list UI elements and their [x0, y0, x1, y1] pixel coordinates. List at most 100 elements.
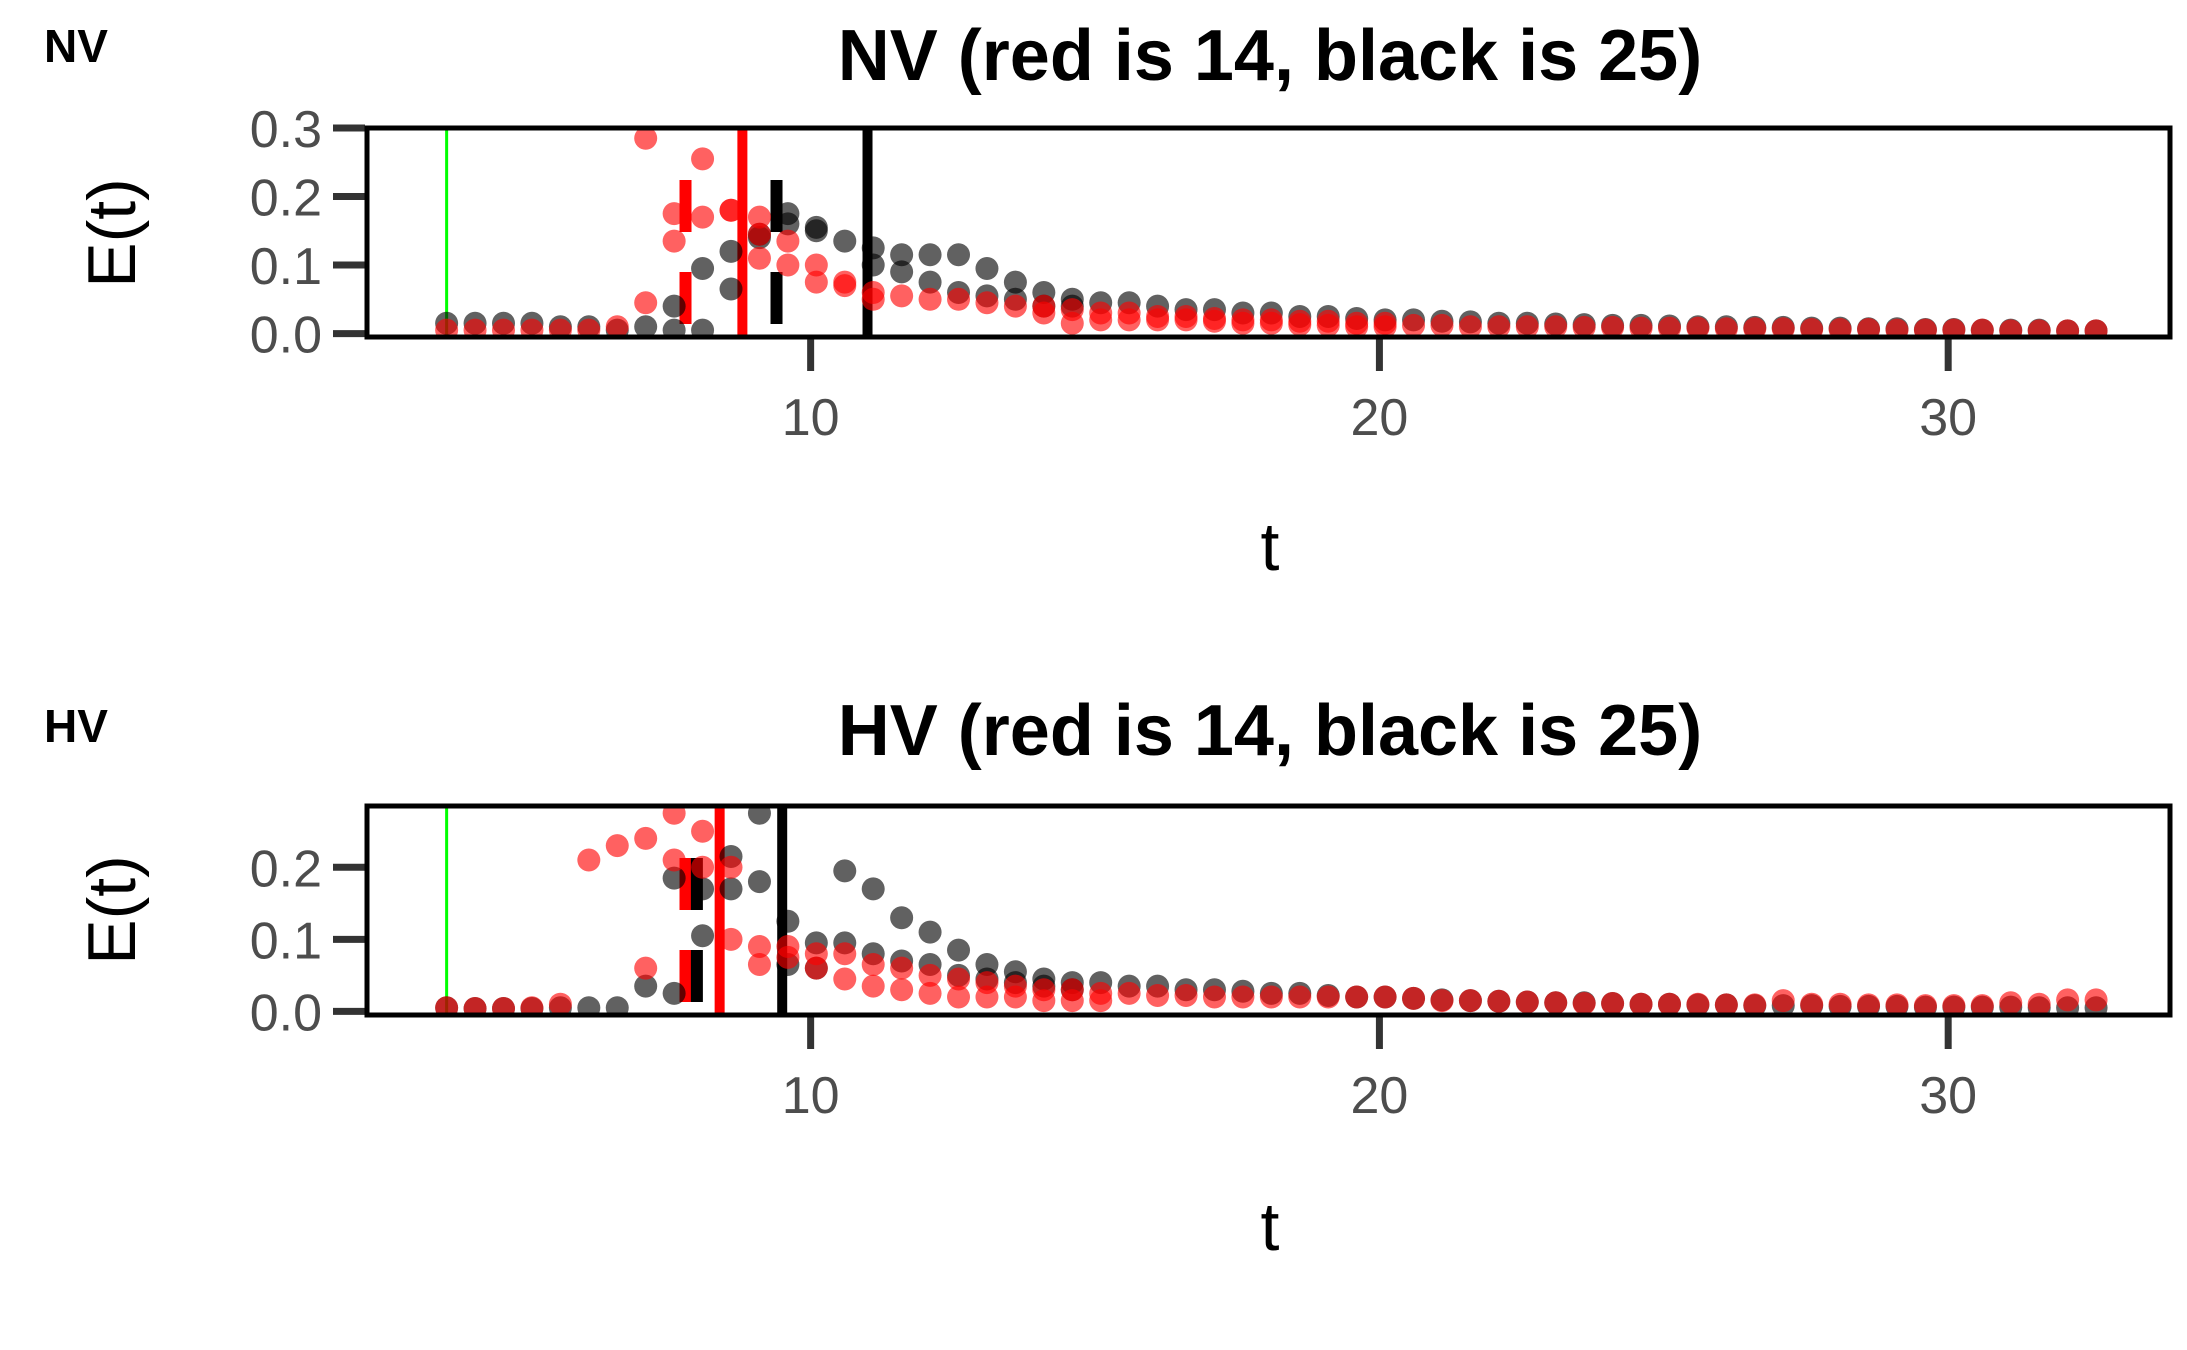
data-point: [1089, 989, 1113, 1013]
data-point: [1060, 311, 1084, 335]
data-point: [662, 229, 686, 253]
data-point: [1117, 981, 1141, 1005]
data-point: [719, 855, 743, 879]
data-point: [691, 256, 715, 280]
y-tick-label: 0.2: [250, 840, 322, 898]
data-point: [634, 826, 658, 850]
x-tick-label: 10: [782, 389, 840, 447]
data-point: [662, 294, 686, 318]
data-point: [1402, 986, 1426, 1010]
data-point: [1174, 308, 1198, 332]
data-point: [804, 253, 828, 277]
data-point: [861, 953, 885, 977]
data-point: [861, 877, 885, 901]
data-point: [1913, 318, 1937, 337]
data-point: [1999, 991, 2023, 1015]
x-tick-label: 20: [1350, 389, 1408, 447]
data-point: [1857, 993, 1881, 1015]
y-axis-title: E(t): [74, 855, 150, 965]
plot-area: 10 20 30 0.0 0.1 0.2 0.3: [250, 101, 2173, 447]
data-point: [548, 992, 572, 1015]
data-point: [1146, 308, 1170, 332]
data-point: [1345, 985, 1369, 1009]
data-point: [435, 318, 459, 337]
data-point: [2056, 988, 2080, 1012]
y-tick-label: 0.3: [250, 101, 322, 159]
data-point: [1259, 985, 1283, 1009]
data-point: [1942, 318, 1966, 337]
data-point: [861, 236, 885, 260]
data-point: [947, 287, 971, 311]
data-point: [691, 205, 715, 229]
data-point: [1316, 313, 1340, 337]
data-point: [1885, 318, 1909, 337]
data-point: [1402, 313, 1426, 337]
data-point: [1714, 317, 1738, 337]
data-point: [747, 953, 771, 977]
data-point: [691, 819, 715, 843]
data-point: [662, 866, 686, 890]
data-point: [463, 318, 487, 337]
data-point: [634, 974, 658, 998]
data-point: [947, 967, 971, 991]
data-point: [577, 318, 601, 337]
data-point: [1458, 989, 1482, 1013]
data-point: [605, 315, 629, 337]
data-point: [804, 219, 828, 243]
data-point: [1686, 992, 1710, 1015]
data-point: [1259, 311, 1283, 335]
data-point: [1999, 319, 2023, 337]
data-point: [634, 128, 658, 150]
data-point: [719, 239, 743, 263]
data-point: [605, 996, 629, 1015]
data-point: [1231, 311, 1255, 335]
data-point: [975, 985, 999, 1009]
data-point: [1572, 991, 1596, 1015]
data-point: [492, 997, 516, 1015]
data-point: [776, 212, 800, 236]
data-point: [1060, 989, 1084, 1013]
data-point: [1970, 994, 1994, 1015]
data-point: [662, 848, 686, 872]
data-point: [1601, 315, 1625, 337]
y-tick-label: 0.2: [250, 170, 322, 228]
data-point: [1345, 315, 1369, 337]
x-tick-label: 30: [1919, 389, 1977, 447]
data-point: [1202, 985, 1226, 1009]
data-point: [691, 147, 715, 171]
data-point: [463, 997, 487, 1015]
data-point: [776, 229, 800, 253]
data-point: [947, 938, 971, 962]
chart-title: NV (red is 14, black is 25): [838, 16, 1702, 96]
data-point: [747, 806, 771, 825]
data-point: [1771, 317, 1795, 337]
data-point: [1771, 989, 1795, 1013]
data-point: [634, 291, 658, 315]
data-point: [1572, 315, 1596, 337]
data-point: [1828, 317, 1852, 337]
data-point: [1629, 992, 1653, 1015]
data-point: [833, 274, 857, 298]
data-point: [719, 198, 743, 222]
data-point: [890, 978, 914, 1002]
data-point: [890, 284, 914, 308]
data-point: [1544, 991, 1568, 1015]
data-point: [2084, 319, 2108, 337]
data-point: [1430, 989, 1454, 1013]
data-point: [1487, 989, 1511, 1013]
data-point: [1942, 994, 1966, 1015]
data-point: [1544, 315, 1568, 337]
data-point: [2027, 319, 2051, 337]
y-axis-title: E(t): [74, 178, 150, 288]
data-point: [520, 996, 544, 1015]
data-point: [1629, 316, 1653, 337]
data-point: [435, 996, 459, 1015]
data-point: [1316, 985, 1340, 1009]
data-point: [634, 956, 658, 980]
x-axis-title: t: [1261, 509, 1280, 585]
data-point: [662, 202, 686, 226]
data-point: [918, 287, 942, 311]
data-point: [2056, 319, 2080, 337]
data-point: [975, 291, 999, 315]
